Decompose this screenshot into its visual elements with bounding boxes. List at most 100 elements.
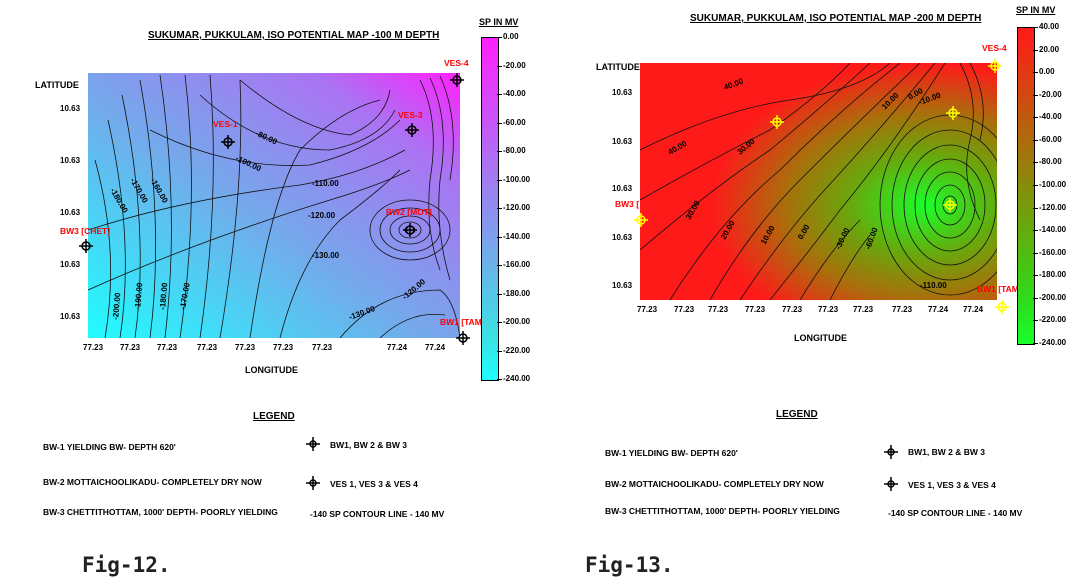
scale-label: 0.00	[503, 32, 519, 41]
marker-label: BW3 [CHET]	[60, 226, 110, 236]
bw2-marker	[943, 198, 957, 212]
svg-text:-180.00: -180.00	[158, 282, 169, 310]
latitude-label: LATITUDE	[35, 80, 79, 90]
legend-symbol-text: -140 SP CONTOUR LINE - 140 MV	[310, 509, 445, 519]
y-tick: 10.63	[60, 312, 81, 321]
color-scale	[481, 37, 499, 381]
legend-line: BW-1 YIELDING BW- DEPTH 620'	[605, 448, 738, 458]
scale-label: -200.00	[1039, 292, 1067, 302]
scale-label: -40.00	[503, 89, 526, 98]
map-area	[88, 73, 460, 338]
scale-label: -180.00	[1039, 270, 1067, 280]
scale-title: SP IN MV	[1016, 5, 1056, 15]
legend-line: BW-3 CHETTITHOTTAM, 1000' DEPTH- POORLY …	[43, 507, 278, 517]
marker-label: VES-4	[982, 43, 1007, 53]
figure-label: Fig-12.	[82, 553, 171, 577]
scale-tick	[497, 151, 502, 152]
x-tick: 77.23	[120, 343, 141, 352]
bw3-marker	[634, 213, 648, 227]
scale-tick	[1033, 117, 1038, 119]
ves-4-marker	[450, 73, 464, 87]
scale-label: -140.00	[1039, 225, 1067, 235]
ves-1-marker	[221, 135, 235, 149]
legend-line: BW-2 MOTTAICHOOLIKADU- COMPLETELY DRY NO…	[43, 477, 262, 487]
legend-symbols	[306, 437, 320, 490]
legend-symbol-text: VES 1, VES 3 & VES 4	[330, 479, 418, 489]
y-tick: 10.63	[612, 184, 633, 193]
scale-tick	[1033, 185, 1038, 186]
svg-text:-110.00: -110.00	[312, 179, 339, 188]
legend-line: BW-3 CHETTITHOTTAM, 1000' DEPTH- POORLY …	[605, 506, 840, 516]
scale-tick	[497, 265, 502, 266]
scale-tick	[497, 208, 502, 209]
scale-tick	[1033, 94, 1038, 96]
x-tick: 77.23	[745, 305, 766, 314]
ves-1-marker	[770, 115, 784, 129]
legend-symbol-text: -140 SP CONTOUR LINE - 140 MV	[888, 508, 1023, 518]
marker-label: VES-1	[213, 119, 238, 129]
scale-tick	[1033, 27, 1038, 28]
svg-text:-190.00: -190.00	[133, 282, 144, 310]
scale-tick	[497, 322, 502, 323]
x-tick: 77.24	[387, 343, 408, 352]
scale-label: -80.00	[1039, 157, 1062, 167]
legend-symbol-text: VES 1, VES 3 & VES 4	[908, 480, 996, 490]
marker-label: BW3 [	[615, 199, 639, 209]
svg-text:-110.00: -110.00	[920, 281, 947, 290]
x-tick: 77.23	[674, 305, 695, 314]
scale-tick	[497, 94, 502, 95]
scale-tick	[497, 236, 502, 238]
scale-label: 20.00	[1039, 44, 1060, 54]
scale-tick	[1033, 49, 1038, 51]
legend-title: LEGEND	[776, 409, 818, 420]
marker-label: BW2 [MOT]	[386, 207, 432, 217]
longitude-label: LONGITUDE	[794, 333, 847, 343]
scale-label: -20.00	[503, 60, 526, 70]
legend-symbols	[884, 445, 898, 491]
longitude-label: LONGITUDE	[245, 365, 298, 375]
marker-label: VES-4	[444, 58, 469, 68]
x-tick: 77.23	[818, 305, 839, 314]
bw3-marker	[79, 239, 93, 253]
legend-symbol-text: BW1, BW 2 & BW 3	[908, 447, 985, 457]
x-tick: 77.23	[892, 305, 913, 314]
scale-label: -220.00	[1039, 315, 1067, 325]
x-tick: 77.23	[273, 343, 294, 352]
bw1-marker	[456, 331, 470, 345]
y-tick: 10.63	[60, 104, 81, 113]
svg-text:-200.00: -200.00	[111, 292, 122, 320]
x-tick: 77.23	[708, 305, 729, 314]
bw2-marker	[403, 223, 417, 237]
scale-label: -80.00	[503, 146, 526, 155]
scale-label: -160.00	[1039, 247, 1067, 257]
figure-label: Fig-13.	[585, 553, 674, 577]
scale-label: -120.00	[503, 203, 531, 212]
y-tick: 10.63	[612, 233, 633, 242]
scale-label: 40.00	[1039, 22, 1060, 31]
map-area	[640, 63, 997, 300]
x-tick: 77.23	[782, 305, 803, 314]
scale-tick	[497, 293, 502, 295]
scale-tick	[1033, 207, 1038, 209]
scale-tick	[1033, 297, 1038, 299]
scale-tick	[1033, 72, 1038, 74]
scale-label: -160.00	[503, 260, 531, 269]
x-tick: 77.23	[312, 343, 333, 352]
x-tick: 77.23	[157, 343, 178, 352]
scale-label: -40.00	[1039, 112, 1062, 122]
scale-title: SP IN MV	[479, 17, 519, 27]
svg-text:-130.00: -130.00	[312, 251, 340, 260]
scale-tick	[497, 65, 502, 67]
x-tick: 77.23	[197, 343, 218, 352]
scale-tick	[497, 37, 502, 38]
latitude-label: LATITUDE	[596, 62, 640, 72]
figure-13-panel: SUKUMAR, PUKKULAM, ISO POTENTIAL MAP -20…	[540, 0, 1077, 583]
y-tick: 10.63	[60, 260, 81, 269]
ves-3-marker	[946, 106, 960, 120]
scale-label: -60.00	[503, 117, 526, 127]
scale-label: -240.00	[503, 374, 531, 383]
scale-tick	[497, 379, 502, 380]
scale-tick	[497, 179, 502, 181]
x-tick: 77.23	[637, 305, 658, 314]
legend-line: BW-1 YIELDING BW- DEPTH 620'	[43, 442, 176, 452]
